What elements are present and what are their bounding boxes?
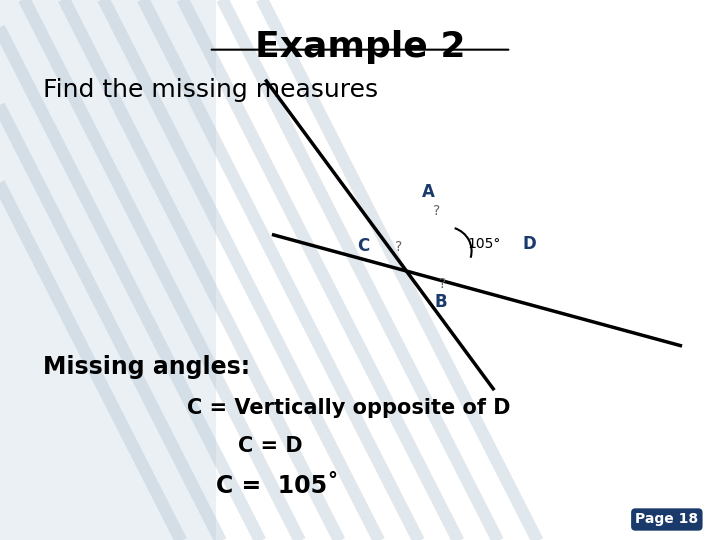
Text: B: B — [434, 293, 447, 312]
Text: Find the missing measures: Find the missing measures — [43, 78, 378, 102]
Text: A: A — [422, 183, 435, 201]
Text: ?: ? — [439, 276, 446, 291]
Text: 105°: 105° — [467, 237, 500, 251]
Text: Example 2: Example 2 — [255, 30, 465, 64]
Text: Missing angles:: Missing angles: — [43, 355, 251, 379]
Text: C = D: C = D — [238, 435, 302, 456]
Text: ?: ? — [433, 204, 440, 218]
Text: Page 18: Page 18 — [635, 512, 698, 526]
Text: C =  105˚: C = 105˚ — [216, 474, 339, 498]
FancyBboxPatch shape — [0, 0, 216, 540]
Text: D: D — [522, 235, 536, 253]
Text: C = Vertically opposite of D: C = Vertically opposite of D — [187, 397, 510, 418]
Text: C: C — [357, 237, 370, 255]
Text: ?: ? — [395, 240, 402, 254]
